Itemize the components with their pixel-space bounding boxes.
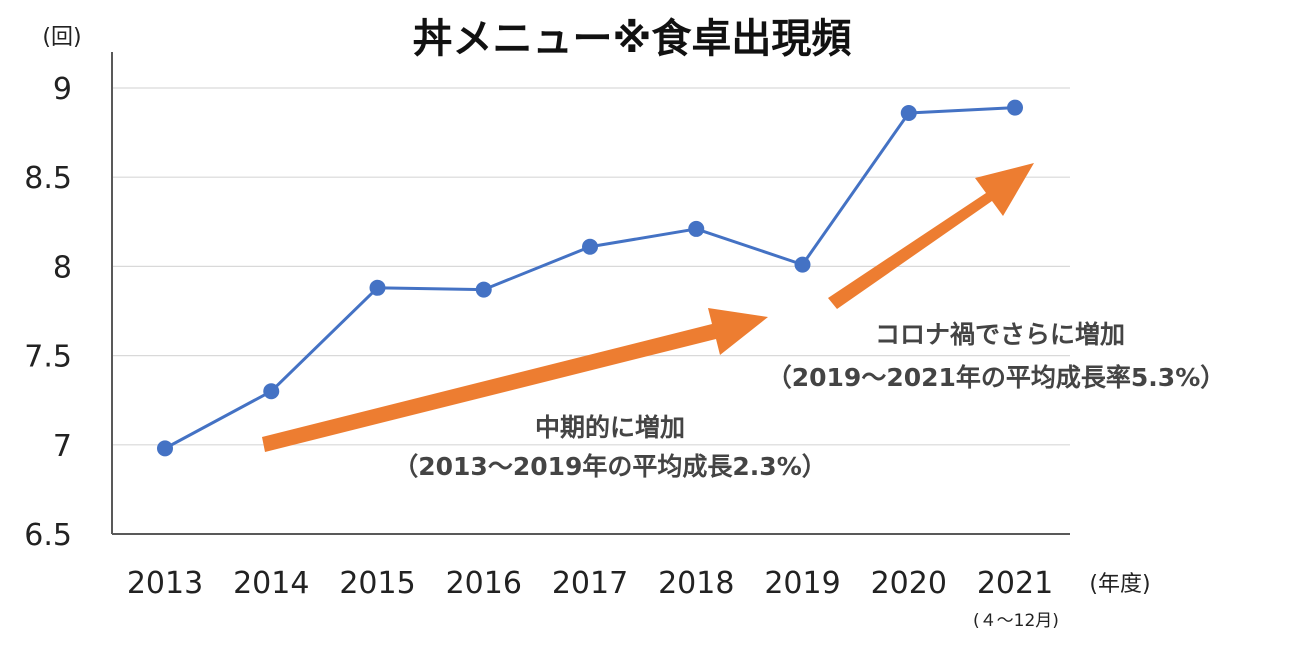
- data-point-2016: [475, 281, 492, 298]
- annotation-covid-detail: （2019～2021年の平均成長率5.3%）: [767, 363, 1226, 392]
- x-tick-label: 2021: [977, 566, 1053, 601]
- x-tick-label: 2016: [446, 566, 522, 601]
- data-point-2015: [369, 279, 386, 296]
- series-line: [164, 106, 1016, 450]
- data-series: [157, 99, 1023, 457]
- x-tick-label: 2020: [871, 566, 947, 601]
- trend-arrow-2019-2021: [828, 163, 1034, 309]
- data-point-2017: [582, 238, 598, 255]
- y-tick-labels: 6.5 7 7.5 8 8.5 9: [24, 72, 72, 553]
- y-tick-label: 8.5: [24, 161, 72, 196]
- axes: [111, 52, 1070, 535]
- y-tick-label: 7.5: [24, 340, 72, 375]
- y-tick-label: 8: [53, 250, 72, 285]
- data-point-2018: [688, 220, 705, 237]
- x-axis-unit-label: (年度): [1089, 572, 1150, 597]
- y-axis-unit-label: (回): [42, 25, 81, 50]
- annotation-midterm-title: 中期的に増加: [535, 413, 685, 442]
- gridlines: [112, 87, 1070, 446]
- x-tick-label: 2019: [764, 566, 840, 601]
- annotation-covid-title: コロナ禍でさらに増加: [875, 320, 1125, 349]
- y-tick-label: 9: [53, 72, 72, 107]
- x-tick-label: 2015: [339, 566, 415, 601]
- data-point-2021: [1007, 99, 1023, 116]
- data-point-2019: [794, 256, 811, 273]
- x-tick-label: 2013: [127, 566, 203, 601]
- y-tick-label: 7: [53, 429, 72, 464]
- data-point-2020: [900, 104, 917, 121]
- x-tick-label: 2017: [552, 566, 628, 601]
- chart-title: 丼メニュー※食卓出現頻: [413, 16, 852, 62]
- y-tick-label: 6.5: [24, 518, 72, 553]
- annotation-midterm-detail: （2013～2019年の平均成長2.3%）: [393, 452, 827, 481]
- data-point-2014: [263, 383, 280, 400]
- x-tick-labels: 2013 2014 2015 2016 2017 2018 2019 2020 2021: [127, 566, 1053, 601]
- data-point-2013: [157, 440, 173, 457]
- x-tick-label: 2018: [658, 566, 734, 601]
- trend-arrow-2013-2019: [262, 308, 768, 452]
- x-axis-period-note: (４～12月): [973, 611, 1059, 631]
- x-tick-label: 2014: [233, 566, 309, 601]
